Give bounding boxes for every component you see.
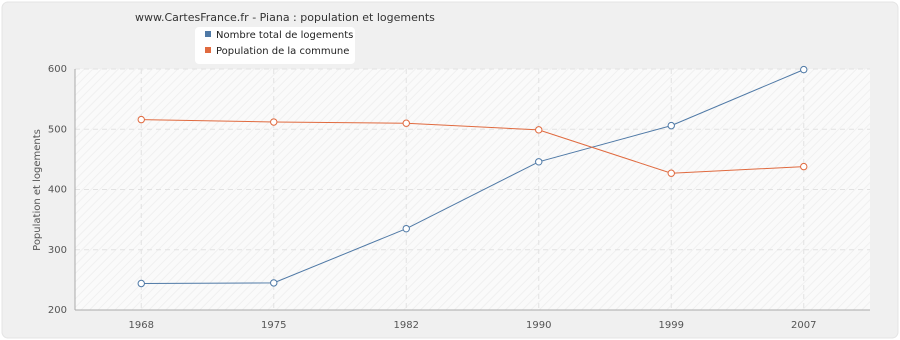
point: [402, 119, 410, 127]
chart-title: www.CartesFrance.fr - Piana : population…: [135, 11, 435, 24]
legend-label: Nombre total de logements: [216, 30, 353, 41]
y-tick-label: 500: [48, 124, 67, 135]
point: [137, 279, 145, 288]
x-tick-label: 1999: [659, 320, 684, 331]
point: [402, 224, 410, 233]
x-tick-label: 1990: [526, 320, 551, 331]
point: [800, 162, 808, 171]
y-tick-label: 400: [48, 185, 67, 196]
point: [667, 169, 675, 177]
y-tick-label: 600: [48, 64, 67, 75]
legend-swatch: [205, 31, 211, 37]
point: [535, 126, 543, 134]
legend-label: Population de la commune: [216, 46, 349, 57]
point: [137, 115, 145, 124]
x-tick-label: 1982: [394, 320, 419, 331]
series-line: [141, 119, 804, 174]
x-tick-label: 1975: [261, 320, 286, 331]
legend-swatch: [205, 47, 211, 53]
point: [270, 118, 278, 126]
point: [270, 279, 278, 287]
y-tick-label: 200: [48, 305, 67, 316]
y-axis-label: Population et logements: [32, 129, 43, 251]
point: [800, 65, 808, 74]
series-line: [141, 69, 804, 284]
x-tick-label: 1968: [129, 320, 154, 331]
x-tick-label: 2007: [791, 320, 816, 331]
y-tick-label: 300: [48, 245, 67, 256]
point: [535, 158, 543, 166]
legend: [195, 27, 355, 64]
point: [667, 121, 675, 130]
